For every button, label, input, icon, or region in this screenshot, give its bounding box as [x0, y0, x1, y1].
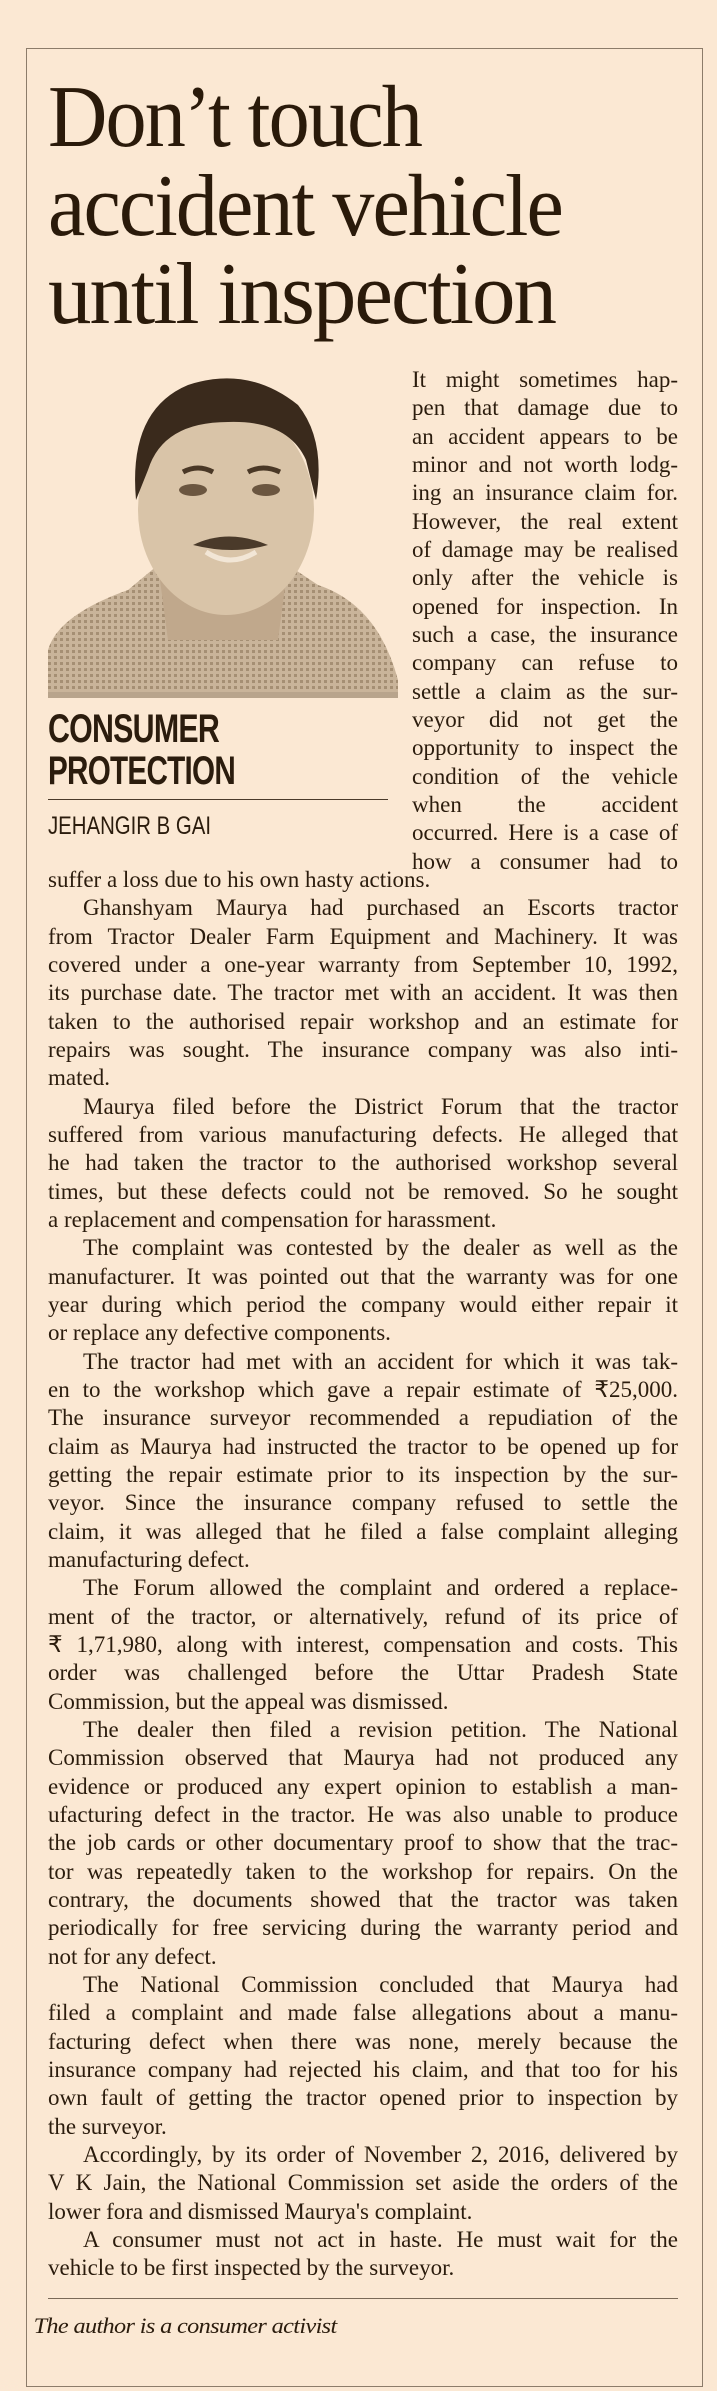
body-line: facturing defect when there was none, me… [48, 2028, 678, 2054]
intro-line: company can refuse to [412, 650, 678, 676]
body-line: year during which period the company wou… [48, 1291, 678, 1317]
body-line: manufacturing defect. [48, 1546, 250, 1572]
body-line: lower fora and dismissed Maurya's compla… [48, 2198, 473, 2224]
intro-line: opportunity to inspect the [412, 735, 678, 761]
body-line: he had taken the tractor to the authoris… [48, 1150, 678, 1176]
author-byline: JEHANGIR B GAI [48, 812, 211, 840]
body-line: filed a complaint and made false allegat… [48, 2000, 678, 2026]
author-note: The author is a consumer activist [33, 2313, 338, 2338]
intro-line: occurred. Here is a case of [412, 820, 678, 846]
body-line: a replacement and compensation for haras… [48, 1206, 497, 1232]
body-line: contrary, the documents showed that the … [48, 1886, 678, 1912]
intro-line: ing an insurance claim for. [412, 480, 678, 506]
body-line: Accordingly, by its order of November 2,… [83, 2141, 678, 2167]
author-portrait-icon [48, 378, 398, 698]
body-line: veyor. Since the insurance company refus… [48, 1490, 678, 1516]
body-line: en to the workshop which gave a repair e… [48, 1376, 678, 1402]
body-line: ment of the tractor, or alternatively, r… [48, 1603, 678, 1629]
column-kicker-line-2: PROTECTION [48, 749, 236, 793]
body-line: The complaint was contested by the deale… [83, 1235, 678, 1261]
column-kicker-line-1: CONSUMER [48, 707, 220, 751]
body-line: covered under a one-year warranty from S… [48, 951, 678, 977]
body-line: The Forum allowed the complaint and orde… [83, 1575, 678, 1601]
body-line: times, but these defects could not be re… [48, 1178, 678, 1204]
body-line: Ghanshyam Maurya had purchased an Escort… [83, 895, 678, 921]
intro-line: minor and not worth lodg- [412, 451, 678, 477]
body-line: the job cards or other documentary proof… [48, 1830, 678, 1856]
body-line: getting the repair estimate prior to its… [48, 1461, 678, 1487]
body-line: suffer a loss due to his own hasty actio… [48, 867, 431, 892]
intro-line: how a consumer had to [412, 848, 678, 874]
body-line: manufacturer. It was pointed out that th… [48, 1263, 678, 1289]
byline-divider [48, 799, 388, 800]
body-line: own fault of getting the tractor opened … [48, 2085, 678, 2111]
intro-line: settle a claim as the sur- [412, 678, 678, 704]
body-line: The dealer then filed a revision petitio… [83, 1716, 678, 1742]
headline-line-3: until inspection [48, 246, 557, 343]
intro-line: pen that damage due to [412, 395, 678, 421]
body-line: suffered from various manufacturing defe… [48, 1121, 678, 1147]
body-line: not for any defect. [48, 1943, 217, 1969]
body-line: ufacturing defect in the tractor. He was… [48, 1801, 678, 1827]
body-line: vehicle to be first inspected by the sur… [48, 2255, 455, 2281]
body-line: or replace any defective components. [48, 1320, 391, 1346]
article-frame [26, 48, 703, 2387]
body-line: The tractor had met with an accident for… [83, 1348, 678, 1374]
body-line: order was challenged before the Uttar Pr… [48, 1660, 678, 1686]
intro-line: when the accident [412, 791, 678, 817]
intro-line: condition of the vehicle [412, 763, 678, 789]
body-line: ₹ 1,71,980, along with interest, compens… [48, 1631, 678, 1657]
intro-line: veyor did not get the [412, 706, 678, 732]
body-line: V K Jain, the National Commission set as… [48, 2170, 678, 2196]
body-line: from Tractor Dealer Farm Equipment and M… [48, 923, 678, 949]
body-line: tor was repeatedly taken to the workshop… [48, 1858, 678, 1884]
body-line: periodically for free servicing during t… [48, 1915, 678, 1941]
body-line: claim as Maurya had instructed the tract… [48, 1433, 678, 1459]
body-line: The insurance surveyor recommended a rep… [48, 1405, 678, 1431]
body-line: repairs was sought. The insurance compan… [48, 1036, 678, 1062]
intro-line: an accident appears to be [412, 423, 678, 449]
body-line: claim, it was alleged that he filed a fa… [48, 1518, 678, 1544]
body-line: its purchase date. The tractor met with … [48, 980, 678, 1006]
body-line: Commission, but the appeal was dismissed… [48, 1688, 449, 1714]
headline-line-1: Don’t touch [48, 69, 423, 166]
intro-line: such a case, the insurance [412, 621, 678, 647]
body-line: evidence or produced any expert opinion … [48, 1773, 678, 1799]
intro-line: only after the vehicle is [412, 565, 678, 591]
intro-line: opened for inspection. In [412, 593, 678, 619]
body-line: the surveyor. [48, 2113, 167, 2139]
headline-line-2: accident vehicle [48, 158, 564, 255]
footer-divider [48, 2298, 678, 2299]
intro-line: However, the real extent [412, 508, 678, 534]
body-line: A consumer must not act in haste. He mus… [83, 2226, 678, 2252]
intro-line: It might sometimes hap- [412, 367, 678, 392]
body-line: Commission observed that Maurya had not … [48, 1745, 678, 1771]
intro-line: of damage may be realised [412, 536, 678, 562]
body-line: insurance company had rejected his claim… [48, 2056, 678, 2082]
body-line: mated. [48, 1065, 110, 1091]
body-line: Maurya filed before the District Forum t… [83, 1093, 678, 1119]
body-line: taken to the authorised repair workshop … [48, 1008, 678, 1034]
body-line: The National Commission concluded that M… [83, 1971, 678, 1997]
